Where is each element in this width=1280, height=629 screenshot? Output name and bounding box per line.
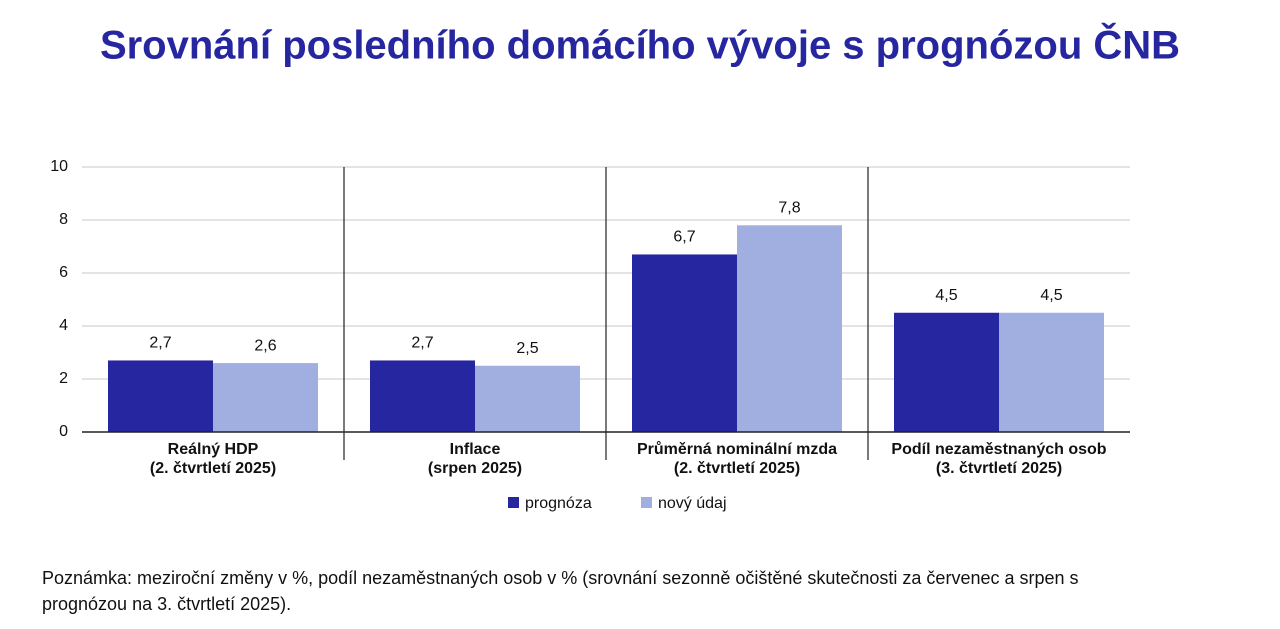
y-tick-label: 10 [50,158,68,175]
x-tick-label: Průměrná nominální mzda [637,441,837,458]
value-label: 4,5 [935,287,957,304]
bar [108,360,213,432]
bar [370,360,475,432]
chart: Srovnání posledního domácího vývoje s pr… [50,22,1180,513]
bar [737,225,842,432]
x-tick-label: Reálný HDP [168,441,259,458]
value-label: 7,8 [778,200,800,217]
x-tick-label: (2. čtvrtletí 2025) [674,460,800,477]
x-tick-label: (srpen 2025) [428,460,522,477]
legend-label: nový údaj [658,495,727,512]
note: Poznámka: meziroční změny v %, podíl nez… [42,568,1079,614]
x-tick-label: Podíl nezaměstnaných osob [891,441,1106,458]
legend-swatch [508,497,519,508]
legend-swatch [641,497,652,508]
value-label: 2,7 [149,335,171,352]
legend-label: prognóza [525,495,592,512]
bar [475,365,580,432]
value-label: 2,5 [516,340,538,357]
bar [999,312,1104,432]
y-tick-label: 4 [59,317,68,334]
value-label: 2,7 [411,335,433,352]
bar [894,312,999,432]
y-tick-label: 6 [59,264,68,281]
bar [213,363,318,432]
x-tick-label: (2. čtvrtletí 2025) [150,460,276,477]
value-label: 2,6 [254,337,276,354]
y-tick-label: 2 [59,370,68,387]
value-label: 6,7 [673,229,695,246]
bar [632,254,737,432]
y-tick-label: 0 [59,423,68,440]
x-tick-label: (3. čtvrtletí 2025) [936,460,1062,477]
y-tick-label: 8 [59,211,68,228]
chart-title: Srovnání posledního domácího vývoje s pr… [100,22,1180,68]
value-label: 4,5 [1040,287,1062,304]
x-tick-label: Inflace [450,441,501,458]
